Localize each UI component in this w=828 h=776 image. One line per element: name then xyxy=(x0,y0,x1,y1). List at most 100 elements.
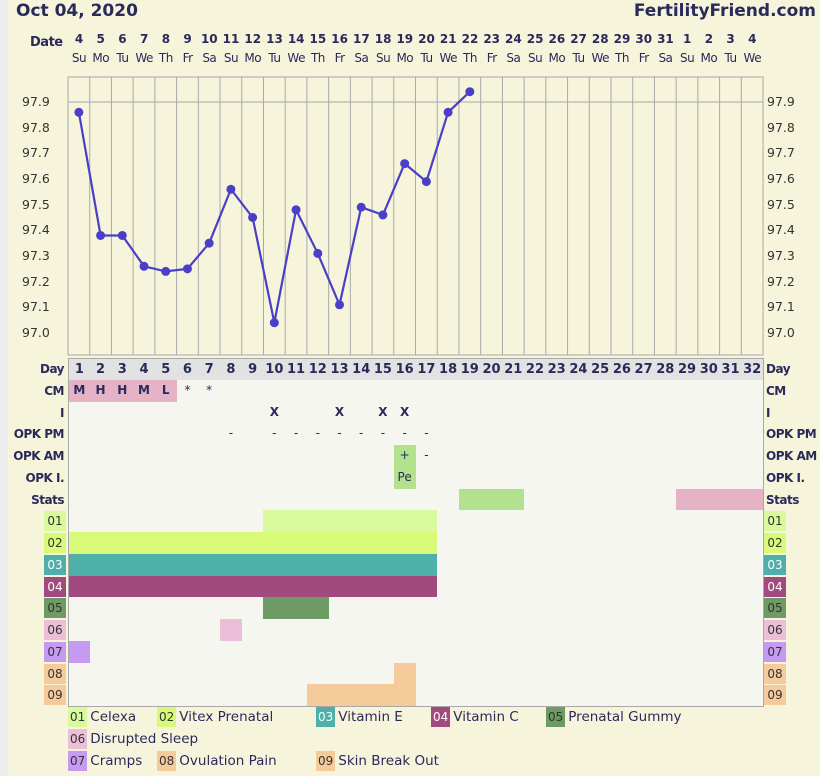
i-cell[interactable] xyxy=(89,401,113,425)
opk_am-cell[interactable] xyxy=(741,445,765,468)
legend-09-cell[interactable] xyxy=(220,684,243,707)
legend-07-cell[interactable] xyxy=(676,640,699,664)
legend-08-cell[interactable] xyxy=(220,662,243,686)
legend-06-cell[interactable] xyxy=(285,619,308,642)
opk_pm-cell[interactable] xyxy=(524,423,547,446)
opk_pm-cell[interactable] xyxy=(89,423,113,446)
legend-06-cell[interactable] xyxy=(415,619,439,642)
legend-06-cell[interactable] xyxy=(89,619,113,642)
opk_i-cell[interactable]: Pe xyxy=(393,466,417,490)
legend-08-cell[interactable] xyxy=(154,662,178,686)
legend-01-cell[interactable] xyxy=(176,510,200,533)
legend-07-cell[interactable] xyxy=(89,640,113,664)
legend-09-cell[interactable] xyxy=(589,684,612,707)
legend-07-cell[interactable] xyxy=(567,640,591,664)
stats-cell[interactable] xyxy=(328,488,352,512)
opk_pm-cell[interactable] xyxy=(741,423,765,446)
opk_pm-cell[interactable]: - xyxy=(350,423,374,446)
legend-04-cell[interactable] xyxy=(285,575,308,599)
legend-04-cell[interactable] xyxy=(676,575,699,599)
opk_pm-cell[interactable] xyxy=(458,423,482,446)
stats-cell[interactable] xyxy=(676,488,699,512)
legend-01-cell[interactable] xyxy=(458,510,482,533)
opk_am-cell[interactable] xyxy=(458,445,482,468)
opk_am-cell[interactable] xyxy=(328,445,352,468)
legend-02-cell[interactable] xyxy=(415,532,439,555)
legend-06-cell[interactable] xyxy=(263,619,287,642)
legend-02-cell[interactable] xyxy=(306,532,330,555)
legend-08-cell[interactable] xyxy=(437,662,460,686)
legend-07-cell[interactable] xyxy=(458,640,482,664)
legend-03-cell[interactable] xyxy=(220,553,243,577)
cm-cell[interactable]: M xyxy=(133,379,156,403)
legend-03-cell[interactable] xyxy=(502,553,526,577)
legend-08-cell[interactable] xyxy=(68,662,91,686)
legend-07-cell[interactable] xyxy=(589,640,612,664)
cm-cell[interactable] xyxy=(350,379,374,403)
legend-04-cell[interactable] xyxy=(176,575,200,599)
legend-09-cell[interactable] xyxy=(133,684,156,707)
i-cell[interactable]: X xyxy=(263,401,287,425)
legend-06-cell[interactable] xyxy=(719,619,743,642)
legend-03-cell[interactable] xyxy=(111,553,135,577)
legend-01-cell[interactable] xyxy=(437,510,460,533)
legend-07-cell[interactable] xyxy=(697,640,721,664)
legend-04-cell[interactable] xyxy=(697,575,721,599)
cm-cell[interactable] xyxy=(393,379,417,403)
legend-07-cell[interactable] xyxy=(220,640,243,664)
legend-07-cell[interactable] xyxy=(545,640,569,664)
stats-cell[interactable] xyxy=(741,488,765,512)
legend-04-cell[interactable] xyxy=(393,575,417,599)
legend-03-cell[interactable] xyxy=(285,553,308,577)
opk_i-cell[interactable] xyxy=(220,466,243,490)
legend-07-cell[interactable] xyxy=(111,640,135,664)
i-cell[interactable] xyxy=(154,401,178,425)
legend-02-cell[interactable] xyxy=(263,532,287,555)
legend-05-cell[interactable] xyxy=(545,597,569,620)
legend-09-cell[interactable] xyxy=(567,684,591,707)
legend-06-cell[interactable] xyxy=(480,619,504,642)
legend-06-cell[interactable] xyxy=(676,619,699,642)
opk_i-cell[interactable] xyxy=(437,466,460,490)
stats-cell[interactable] xyxy=(654,488,678,512)
cm-cell[interactable] xyxy=(719,379,743,403)
legend-05-cell[interactable] xyxy=(133,597,156,620)
legend-06-cell[interactable] xyxy=(111,619,135,642)
stats-cell[interactable] xyxy=(567,488,591,512)
stats-cell[interactable] xyxy=(372,488,395,512)
legend-01-cell[interactable] xyxy=(676,510,699,533)
cm-cell[interactable] xyxy=(241,379,265,403)
legend-09-cell[interactable] xyxy=(263,684,287,707)
legend-08-cell[interactable] xyxy=(524,662,547,686)
legend-07-cell[interactable] xyxy=(263,640,287,664)
legend-02-cell[interactable] xyxy=(545,532,569,555)
legend-09-cell[interactable] xyxy=(176,684,200,707)
legend-06-cell[interactable] xyxy=(502,619,526,642)
legend-03-cell[interactable] xyxy=(263,553,287,577)
opk_am-cell[interactable]: - xyxy=(415,445,439,468)
opk_pm-cell[interactable] xyxy=(611,423,634,446)
legend-06-cell[interactable] xyxy=(393,619,417,642)
legend-06-cell[interactable] xyxy=(176,619,200,642)
legend-05-cell[interactable] xyxy=(198,597,222,620)
legend-08-cell[interactable] xyxy=(589,662,612,686)
legend-09-cell[interactable] xyxy=(89,684,113,707)
legend-05-cell[interactable] xyxy=(68,597,91,620)
legend-05-cell[interactable] xyxy=(350,597,374,620)
stats-cell[interactable] xyxy=(415,488,439,512)
legend-05-cell[interactable] xyxy=(285,597,308,620)
legend-03-cell[interactable] xyxy=(133,553,156,577)
legend-05-cell[interactable] xyxy=(567,597,591,620)
legend-08-cell[interactable] xyxy=(350,662,374,686)
cm-cell[interactable]: L xyxy=(154,379,178,403)
cm-cell[interactable] xyxy=(589,379,612,403)
legend-08-cell[interactable] xyxy=(480,662,504,686)
stats-cell[interactable] xyxy=(632,488,656,512)
legend-01-cell[interactable] xyxy=(350,510,374,533)
legend-06-cell[interactable] xyxy=(545,619,569,642)
legend-03-cell[interactable] xyxy=(415,553,439,577)
legend-08-cell[interactable] xyxy=(676,662,699,686)
stats-cell[interactable] xyxy=(611,488,634,512)
legend-04-cell[interactable] xyxy=(350,575,374,599)
legend-01-cell[interactable] xyxy=(654,510,678,533)
